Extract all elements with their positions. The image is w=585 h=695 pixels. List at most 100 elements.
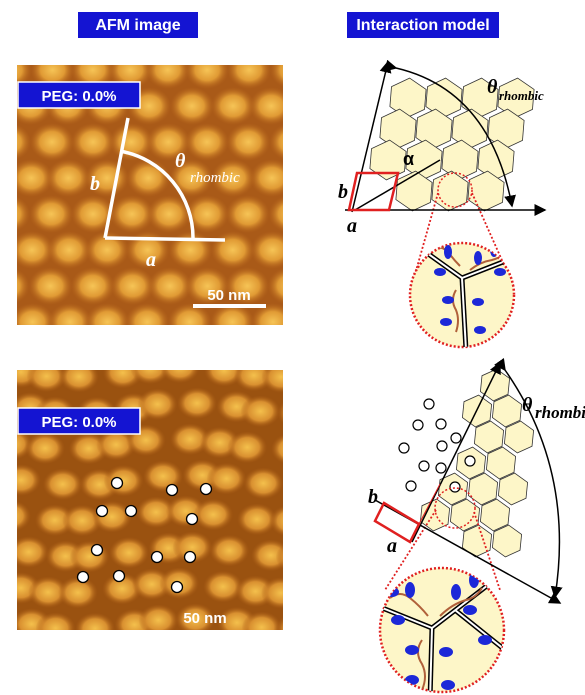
hexagon (492, 525, 521, 557)
afm-blob (28, 267, 72, 305)
afm-blob (261, 361, 301, 393)
afm-blob (285, 469, 325, 501)
angle-subscript: rhombic (190, 170, 240, 186)
afm-blob (75, 613, 115, 645)
afm-blob (47, 231, 91, 269)
afm-blob (261, 577, 301, 609)
afm-blob (288, 231, 332, 269)
afm-blob (276, 541, 316, 573)
afm-blob (25, 432, 65, 464)
hexagon (492, 395, 521, 427)
afm-blob (227, 431, 267, 463)
afm-blob (206, 463, 246, 495)
afm-blob (193, 499, 233, 531)
afm-blob (286, 87, 330, 125)
afm-blob (240, 395, 280, 427)
afm-blob (125, 303, 169, 341)
afm-blob (251, 231, 295, 269)
afm-blob (211, 231, 255, 269)
hexagon (462, 525, 491, 557)
afm-blob (226, 123, 270, 161)
afm-blob (168, 303, 212, 341)
afm-blob (148, 267, 192, 305)
afm-blob (289, 303, 333, 341)
peg-label: PEG: 0.0% (41, 88, 116, 105)
afm-blob (271, 433, 311, 465)
afm-blob (58, 577, 98, 609)
afm-blob (138, 388, 178, 420)
afm-blob (269, 123, 313, 161)
afm-blob (36, 612, 76, 644)
afm-blob (160, 351, 200, 383)
afm-blob (185, 51, 229, 89)
afm-blob (249, 87, 293, 125)
axis-b: b (90, 173, 100, 195)
header: Interaction model (356, 17, 489, 34)
unit-cell (375, 503, 419, 542)
afm-blob (250, 159, 294, 197)
afm-blob (268, 267, 312, 305)
afm-blob (209, 535, 249, 567)
afm-blob (251, 303, 295, 341)
afm-blob (46, 159, 90, 197)
afm-blob (242, 611, 282, 643)
afm-blob (268, 195, 312, 233)
afm-blob (287, 159, 331, 197)
afm-blob (111, 267, 155, 305)
afm-blob (177, 387, 217, 419)
afm-blob (243, 467, 283, 499)
hexagon (486, 447, 515, 479)
figure: AFM image Interaction model PEG: 0.0% b … (0, 0, 585, 695)
afm-blob (1, 464, 41, 496)
axis-a: a (146, 249, 156, 271)
afm-blob (251, 539, 291, 571)
afm-blob (126, 159, 170, 197)
afm-blob (226, 195, 270, 233)
hexagon-lattice (420, 369, 533, 557)
axis-b: b (338, 181, 348, 203)
angle-subscript: rhombic (499, 88, 544, 103)
afm-blob (48, 303, 92, 341)
angle-symbol: θ (522, 394, 533, 416)
angle-symbol: θ (175, 150, 186, 172)
afm-blob (227, 51, 271, 89)
afm-blob (210, 303, 254, 341)
angle-subscript: rhombic (535, 403, 585, 422)
axis-a: a (347, 215, 357, 237)
afm-blob (170, 87, 214, 125)
scale-label: 50 nm (207, 287, 250, 304)
afm-blob (269, 505, 309, 537)
axis-b: b (368, 486, 378, 508)
afm-blob (9, 536, 49, 568)
hexagon (474, 421, 503, 453)
afm-blob (92, 501, 132, 533)
afm-blob (168, 231, 212, 269)
peg-label: PEG: 0.0% (41, 414, 116, 431)
afm-blob (104, 465, 144, 497)
alpha-label: α (403, 149, 414, 169)
afm-blob (277, 397, 317, 429)
afm-blob (71, 267, 115, 305)
header: AFM image (95, 17, 180, 34)
afm-blob (146, 51, 190, 89)
hexagon (498, 473, 527, 505)
afm-blob (43, 468, 83, 500)
axis-a: a (387, 535, 397, 557)
afm-blob (71, 123, 115, 161)
afm-blob (109, 537, 149, 569)
scale-label: 50 nm (183, 610, 226, 627)
afm-blob (185, 123, 229, 161)
hexagon (504, 421, 533, 453)
afm-blob (211, 87, 255, 125)
afm-blob (270, 51, 314, 89)
afm-blob (276, 613, 316, 645)
angle-symbol: θ (487, 76, 498, 98)
afm-blob (130, 352, 170, 384)
afm-blob (59, 361, 99, 393)
afm-blob (29, 195, 73, 233)
afm-blob (85, 303, 129, 341)
hexagon (480, 499, 509, 531)
afm-blob (11, 303, 55, 341)
afm-blob (70, 541, 110, 573)
afm-blob (30, 123, 74, 161)
